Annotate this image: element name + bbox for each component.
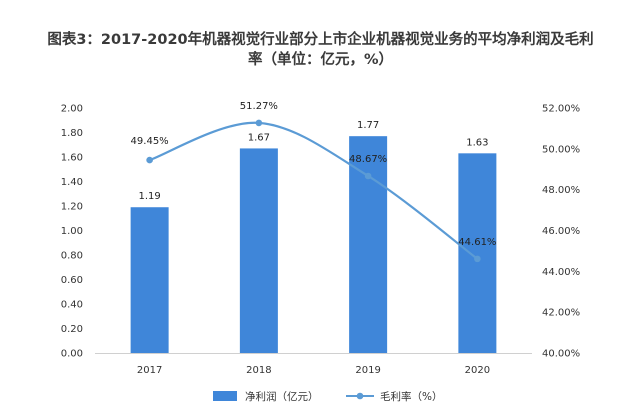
line-data-label: 44.61%: [458, 237, 496, 248]
y-left-tick-label: 2.00: [61, 104, 83, 115]
y-left-tick-label: 1.40: [61, 177, 83, 188]
bar-2017: [130, 207, 169, 353]
y-left-tick-label: 1.60: [61, 153, 83, 164]
y-left-tick-label: 0.80: [61, 251, 83, 262]
x-tick-label: 2019: [355, 365, 380, 376]
y-right-tick-label: 40.00%: [542, 349, 580, 360]
y-left-tick-label: 1.20: [61, 202, 83, 213]
y-left-tick-label: 0.40: [61, 300, 83, 311]
chart-title-line-1: 图表3：2017-2020年机器视觉行业部分上市企业机器视觉业务的平均净利润及毛…: [47, 32, 594, 48]
y-right-tick-label: 42.00%: [542, 308, 580, 319]
bar-2019: [349, 136, 388, 353]
y-right-tick-label: 50.00%: [542, 144, 580, 155]
legend-label-bar: 净利润（亿元）: [245, 390, 319, 403]
y-left-tick-label: 0.60: [61, 275, 83, 286]
bar-data-label: 1.63: [466, 137, 488, 148]
bar-data-label: 1.19: [138, 191, 160, 202]
bar-2018: [239, 148, 278, 353]
y-left-tick-label: 0.20: [61, 324, 83, 335]
y-right-tick-label: 44.00%: [542, 267, 580, 278]
line-point-2019: [364, 172, 372, 180]
x-tick-label: 2017: [137, 365, 162, 376]
line-data-label: 51.27%: [240, 101, 278, 112]
bar-data-label: 1.77: [357, 120, 379, 131]
line-data-label: 48.67%: [349, 154, 387, 165]
y-left-tick-label: 0.00: [61, 349, 83, 360]
legend-swatch-line-marker: [356, 392, 364, 400]
legend-label-line: 毛利率（%）: [380, 390, 442, 403]
line-data-label: 49.45%: [131, 136, 169, 147]
legend-swatch-bar: [213, 391, 237, 401]
gross-margin-line: [149, 121, 479, 260]
y-left-tick-label: 1.80: [61, 128, 83, 139]
chart-title: 图表3：2017-2020年机器视觉行业部分上市企业机器视觉业务的平均净利润及毛…: [0, 30, 641, 70]
line-point-2017: [146, 156, 153, 164]
bar-data-label: 1.67: [248, 132, 270, 143]
x-tick-label: 2018: [246, 365, 271, 376]
x-tick-label: 2020: [465, 365, 490, 376]
y-right-tick-label: 46.00%: [542, 226, 580, 237]
line-point-2020: [474, 255, 481, 263]
y-left-tick-label: 1.00: [61, 226, 83, 237]
y-right-tick-label: 48.00%: [542, 185, 580, 196]
line-point-2018: [255, 119, 263, 127]
bar-2020: [458, 153, 497, 353]
chart-title-line-2: 率（单位：亿元，%）: [247, 52, 394, 68]
y-right-tick-label: 52.00%: [542, 104, 580, 115]
